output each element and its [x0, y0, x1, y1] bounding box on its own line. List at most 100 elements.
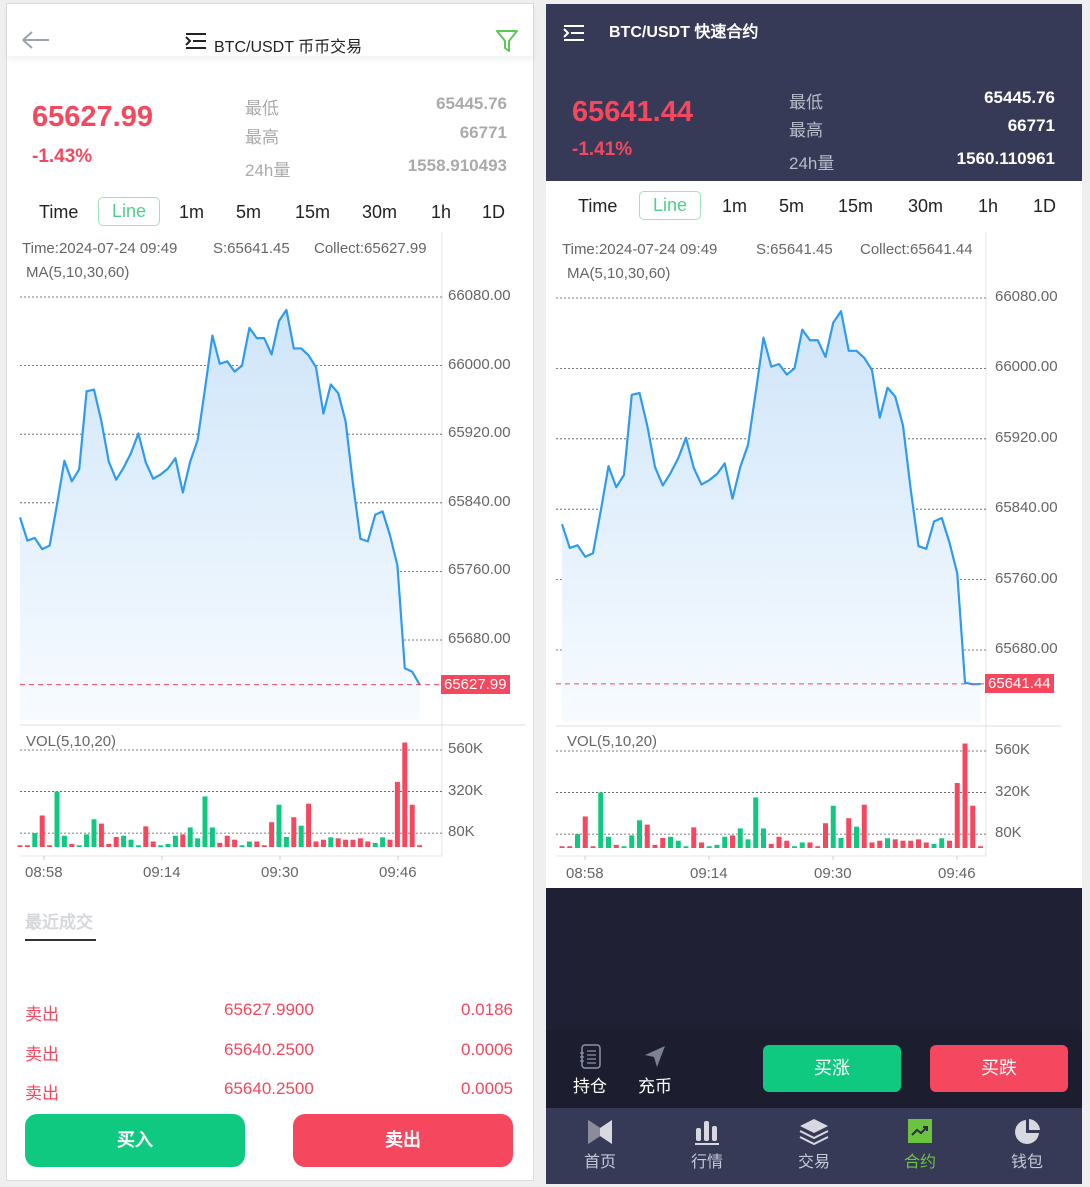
volume-bar [54, 791, 60, 847]
volume-bar [254, 841, 260, 847]
nav-wallet-label: 钱包 [1010, 1154, 1043, 1171]
tab-time[interactable]: Time [39, 202, 79, 222]
tab-5m[interactable]: 5m [236, 202, 262, 222]
volume-bar [978, 846, 983, 848]
volume-bar [606, 836, 611, 848]
deposit-button[interactable]: 充币 [635, 1044, 675, 1097]
deposit-label: 充币 [638, 1077, 672, 1096]
high-label: 最高 [245, 128, 279, 147]
nav-trade[interactable]: 交易 [774, 1118, 854, 1172]
volume-bar [195, 838, 201, 847]
send-arrow-icon [645, 1046, 665, 1067]
tab-line[interactable]: Line [639, 191, 701, 220]
volume-label: 24h量 [245, 161, 291, 180]
sell-button[interactable]: 卖出 [293, 1114, 513, 1167]
volume-bar [32, 833, 38, 847]
volume-bar [846, 818, 852, 848]
menu-icon[interactable] [185, 32, 207, 50]
volume-bar [320, 839, 326, 847]
vol-tick-label: 560K [448, 740, 484, 757]
volume-bar [683, 846, 689, 848]
nav-trade-label: 交易 [797, 1154, 830, 1171]
volume-bar [246, 841, 252, 847]
contract-trade-screen: BTC/USDT 快速合约 65641.44 -1.41% 最低 65445.7… [546, 4, 1082, 1184]
high-value: 66771 [1007, 116, 1055, 135]
volume-bar [916, 839, 921, 848]
volume-bar [799, 842, 805, 848]
menu-icon[interactable] [563, 24, 585, 42]
x-tick-label: 09:46 [938, 865, 976, 882]
buy-button[interactable]: 买入 [25, 1114, 245, 1167]
volume-bar [598, 792, 604, 848]
low-value: 65445.76 [984, 88, 1055, 107]
tab-30m[interactable]: 30m [362, 202, 398, 222]
tab-1d[interactable]: 1D [1033, 196, 1057, 216]
price-chart [17, 232, 525, 860]
buy-up-button[interactable]: 买涨 [763, 1045, 901, 1092]
nav-wallet[interactable]: 钱包 [987, 1118, 1067, 1172]
tab-15m[interactable]: 15m [295, 202, 331, 222]
volume-bar [807, 842, 813, 848]
arrow-left-icon[interactable] [21, 30, 51, 50]
volume-bar [24, 845, 30, 847]
nav-market[interactable]: 行情 [667, 1118, 747, 1172]
y-tick-label: 65760.00 [995, 569, 1058, 587]
home-logo-icon [588, 1120, 612, 1144]
volume-bar [885, 838, 890, 848]
price-line [18, 308, 421, 686]
volume-bar [357, 838, 363, 847]
buy-down-button[interactable]: 买跌 [930, 1045, 1068, 1092]
volume-bar [306, 803, 312, 847]
recent-trades-tab[interactable]: 最近成交 [25, 908, 96, 941]
trade-price: 65640.2500 [224, 1079, 314, 1098]
tab-1h[interactable]: 1h [978, 196, 999, 216]
volume-bar [269, 822, 275, 847]
current-price: 65627.99 [32, 101, 153, 133]
volume-bar [84, 834, 90, 847]
volume-bar [691, 827, 697, 848]
volume-bar [261, 845, 267, 847]
volume-bar [165, 843, 171, 847]
tab-1h[interactable]: 1h [431, 202, 452, 222]
nav-contract[interactable]: 合约 [880, 1118, 960, 1172]
volume-bar [931, 843, 937, 848]
tab-15m[interactable]: 15m [838, 196, 874, 216]
vol-tick-label: 560K [995, 741, 1031, 758]
trade-side: 卖出 [25, 1084, 59, 1103]
nav-home[interactable]: 首页 [560, 1118, 640, 1172]
volume-bar [372, 842, 378, 847]
volume-bar [629, 835, 635, 848]
tab-line[interactable]: Line [98, 197, 160, 226]
tab-1m[interactable]: 1m [722, 196, 748, 216]
volume-bar [328, 837, 334, 847]
ma-label: MA(5,10,30,60) [567, 265, 671, 282]
tab-1m[interactable]: 1m [179, 202, 205, 222]
volume-bar [854, 826, 859, 848]
last-price-badge: 65641.44 [985, 673, 1054, 693]
low-label: 最低 [789, 93, 823, 112]
positions-button[interactable]: 持仓 [570, 1044, 610, 1097]
vol-label: VOL(5,10,20) [26, 733, 117, 750]
volume-bar [402, 742, 408, 847]
filter-icon[interactable] [495, 29, 519, 53]
volume-bar [91, 819, 97, 847]
volume-bar [17, 845, 23, 847]
x-tick-label: 08:58 [566, 865, 604, 882]
tab-time[interactable]: Time [578, 196, 618, 216]
tab-30m[interactable]: 30m [908, 196, 944, 216]
tab-5m[interactable]: 5m [779, 196, 805, 216]
action-bar: 持仓 充币 买涨 买跌 [546, 1030, 1082, 1108]
page-title: BTC/USDT 币币交易 [214, 39, 363, 56]
volume-bar [47, 845, 53, 847]
trade-amount: 0.0006 [461, 1039, 513, 1059]
tab-1d[interactable]: 1D [482, 202, 506, 222]
volume-bar [660, 837, 666, 848]
volume-bar [172, 835, 178, 847]
volume-bar [823, 823, 828, 848]
volume-bar [39, 815, 45, 847]
volume-bar [962, 743, 968, 848]
trade-side: 卖出 [25, 1044, 59, 1064]
notebook-icon [580, 1044, 601, 1069]
volume-bar [232, 839, 238, 847]
volume-bar [224, 835, 230, 847]
